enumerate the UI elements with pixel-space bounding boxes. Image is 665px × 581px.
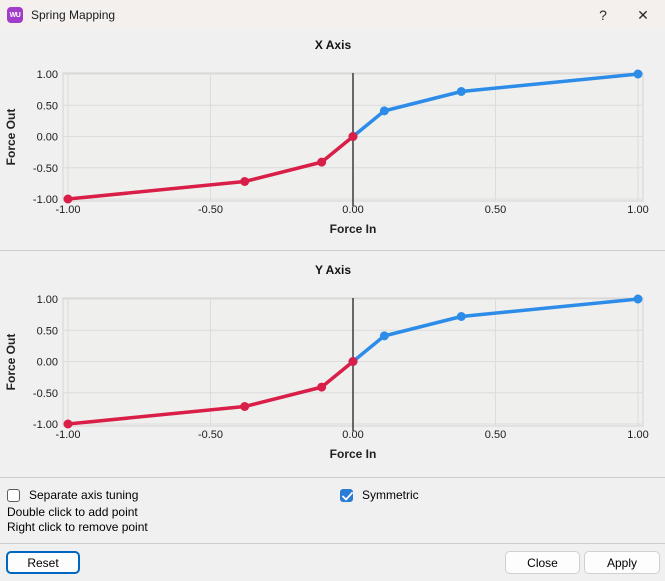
- y-tick-label: 1.00: [37, 294, 58, 306]
- x-tick-label: 1.00: [627, 204, 648, 216]
- data-point[interactable]: [240, 177, 250, 186]
- help-button[interactable]: ?: [599, 7, 607, 23]
- x-tick-label: 0.00: [342, 204, 363, 216]
- x-axis-label: Force In: [330, 447, 377, 461]
- symmetric-option: Symmetric: [340, 488, 419, 502]
- x-tick-label: -0.50: [198, 204, 223, 216]
- y-tick-label: 0.50: [37, 325, 58, 337]
- app-logo-icon: WU: [7, 7, 23, 23]
- y-tick-label: -0.50: [33, 163, 58, 175]
- window-title: Spring Mapping: [31, 8, 116, 22]
- series-positive: [351, 72, 640, 139]
- series-negative: [66, 359, 355, 426]
- button-bar-divider: [0, 543, 665, 544]
- y-axis-chart[interactable]: Y Axis -1.00 -0.50 0.00 0.50 1.00 1.00 0.50 0.00…: [0, 257, 665, 472]
- data-point[interactable]: [317, 382, 327, 392]
- title-bar: WU Spring Mapping ? ✕: [0, 0, 665, 30]
- data-point[interactable]: [456, 87, 466, 96]
- y-tick-label: -1.00: [33, 419, 58, 431]
- checkmark-icon: [342, 491, 353, 500]
- reset-button[interactable]: Reset: [6, 551, 80, 574]
- data-point[interactable]: [348, 357, 358, 366]
- data-point[interactable]: [633, 294, 643, 304]
- data-point[interactable]: [633, 69, 643, 79]
- x-tick-label: -1.00: [55, 429, 80, 441]
- chart-title: Y Axis: [315, 263, 351, 277]
- separate-axis-tuning-option: Separate axis tuning: [7, 488, 138, 502]
- y-tick-label: -1.00: [33, 194, 58, 206]
- y-tick-label: -0.50: [33, 388, 58, 400]
- data-point[interactable]: [317, 157, 327, 167]
- symmetric-checkbox[interactable]: [340, 488, 353, 502]
- footer-divider: [0, 477, 665, 478]
- symmetric-label: Symmetric: [362, 488, 419, 502]
- close-button[interactable]: Close: [505, 551, 580, 574]
- apply-button[interactable]: Apply: [584, 551, 660, 574]
- hint-remove-point: Right click to remove point: [7, 520, 148, 534]
- hint-add-point: Double click to add point: [7, 505, 138, 519]
- x-axis-label: Force In: [330, 222, 377, 236]
- chart-divider: [0, 250, 665, 251]
- usage-hints: Double click to add point Right click to…: [7, 505, 148, 535]
- series-positive: [351, 297, 640, 364]
- data-point[interactable]: [456, 312, 466, 321]
- x-axis-chart[interactable]: X Axis -1.00 -0.50 0.00 0.50 1.00 1.00 0.50 0.00…: [0, 32, 665, 247]
- separate-axis-tuning-checkbox[interactable]: [7, 488, 20, 502]
- y-tick-label: 0.50: [37, 100, 58, 112]
- x-tick-label: -1.00: [55, 204, 80, 216]
- x-tick-label: 0.50: [485, 429, 506, 441]
- data-point[interactable]: [379, 331, 389, 341]
- data-point[interactable]: [379, 106, 389, 116]
- chart-title: X Axis: [315, 38, 352, 52]
- series-negative: [66, 134, 355, 201]
- x-tick-label: 1.00: [627, 429, 648, 441]
- x-tick-label: 0.50: [485, 204, 506, 216]
- data-point[interactable]: [63, 194, 73, 204]
- x-tick-label: -0.50: [198, 429, 223, 441]
- close-window-button[interactable]: ✕: [637, 6, 649, 23]
- y-axis-label: Force Out: [4, 109, 18, 166]
- separate-axis-tuning-label: Separate axis tuning: [29, 488, 139, 502]
- y-tick-label: 0.00: [37, 132, 58, 144]
- y-axis-label: Force Out: [4, 334, 18, 391]
- data-point[interactable]: [63, 419, 73, 429]
- y-tick-label: 0.00: [37, 357, 58, 369]
- x-tick-label: 0.00: [342, 429, 363, 441]
- data-point[interactable]: [348, 132, 358, 141]
- data-point[interactable]: [240, 402, 250, 411]
- y-tick-label: 1.00: [37, 69, 58, 81]
